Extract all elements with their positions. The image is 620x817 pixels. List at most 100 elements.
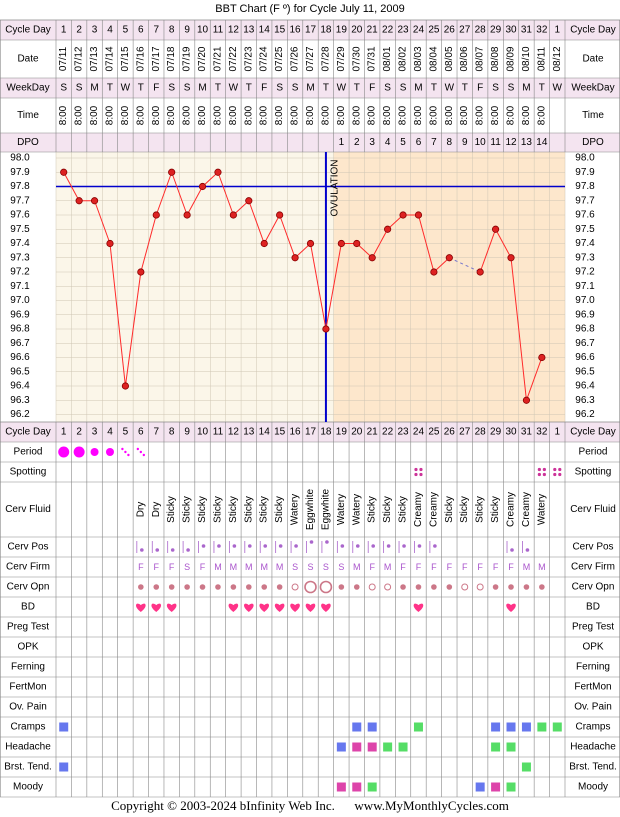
y-tick-left: 96.2 — [10, 409, 30, 420]
row-label: Time — [17, 110, 39, 121]
cerv-firm-value: F — [493, 562, 499, 572]
row-cell: Sticky — [398, 496, 409, 523]
row-cell: 25 — [428, 25, 440, 36]
y-tick-left: 97.1 — [10, 281, 30, 292]
moody-marker — [506, 782, 516, 792]
y-tick-left: 97.7 — [10, 195, 30, 206]
y-tick-left: 97.0 — [10, 295, 30, 306]
cerv-opn-ring — [384, 583, 392, 591]
site-link[interactable]: www.MyMonthlyCycles.com — [354, 798, 509, 813]
cerv-opn-dot — [138, 584, 144, 590]
row-cell: 08/01 — [382, 46, 393, 71]
headache-marker — [383, 742, 393, 752]
y-tick-left: 97.6 — [10, 210, 30, 221]
cerv-opn-dot — [400, 584, 406, 590]
row-cell: 8:00 — [89, 105, 100, 125]
row-cell: T — [138, 83, 144, 94]
row-cell: 13 — [243, 427, 255, 438]
cerv-firm-value: F — [138, 562, 144, 572]
row-cell: Creamy — [506, 492, 517, 527]
row-cell: 8:00 — [475, 105, 486, 125]
y-tick-left: 96.4 — [10, 381, 30, 392]
row-cell: 08/09 — [506, 46, 517, 71]
spotting-dot — [537, 472, 541, 477]
y-tick-left: 97.8 — [10, 181, 30, 192]
post-ovulation-bg — [333, 152, 565, 422]
row-cell: 8 — [169, 25, 175, 36]
cerv-opn-bigring — [319, 580, 333, 594]
temp-line-segment — [525, 357, 543, 401]
row-cell: W — [337, 83, 347, 94]
row-cell: Creamy — [413, 492, 424, 527]
row-cell: 8:00 — [459, 105, 470, 125]
row-label: WeekDay — [6, 83, 49, 94]
temp-point — [90, 197, 99, 205]
cerv-pos-dot — [309, 540, 314, 544]
row-label: Cerv Firm — [571, 562, 615, 573]
cerv-opn-dot — [523, 584, 530, 590]
row-cell: 8:00 — [166, 105, 177, 125]
temp-point — [538, 353, 546, 362]
temp-line-segment — [171, 172, 188, 216]
row-label: Headache — [5, 742, 51, 753]
row-cell: 19 — [336, 25, 348, 36]
row-cell: Sticky — [382, 496, 393, 523]
row-label: BD — [586, 602, 600, 613]
row-cell: 08/10 — [521, 46, 532, 71]
row-cell: Sticky — [459, 496, 470, 523]
spotting-dot — [414, 472, 418, 477]
headache-marker — [352, 742, 362, 752]
row-cell: 32 — [536, 427, 548, 438]
moody-marker — [352, 782, 362, 792]
row-cell: M — [414, 83, 422, 94]
row-cell: S — [76, 83, 83, 94]
cerv-firm-value: F — [431, 562, 437, 572]
period-mark-light — [124, 450, 127, 454]
temp-point — [337, 239, 345, 248]
bbt-chart: BBT Chart (F º) for Cycle July 11, 2009 9… — [0, 3, 620, 798]
cerv-pos-dot — [525, 548, 530, 552]
bd-heart — [166, 603, 177, 612]
row-cell: 6 — [416, 137, 422, 148]
cerv-firm-value: F — [169, 562, 175, 572]
cerv-firm-value: F — [400, 562, 406, 572]
row-cell: 21 — [367, 25, 379, 36]
row-cell: Sticky — [259, 496, 270, 523]
row-label: Cycle Day — [570, 427, 616, 438]
cerv-firm-value: F — [200, 562, 206, 572]
row-cell: 21 — [367, 427, 379, 438]
cerv-pos-dot — [263, 544, 268, 548]
row-cell: 17 — [305, 427, 317, 438]
row-label: Headache — [570, 742, 616, 753]
cerv-opn-dot — [431, 584, 437, 590]
period-mark-large — [58, 446, 70, 458]
row-cell: 7 — [153, 25, 159, 36]
temp-line-segment — [279, 214, 296, 258]
row-cell: 08/06 — [459, 46, 470, 71]
temp-point — [414, 211, 423, 219]
y-tick-right: 97.0 — [575, 295, 595, 306]
row-cell: Sticky — [444, 496, 455, 523]
row-cell: W — [229, 83, 239, 94]
row-cell: 07/31 — [367, 46, 378, 71]
cerv-pos-dot — [402, 544, 406, 548]
cerv-firm-value: S — [292, 562, 298, 572]
row-cell: Watery — [336, 494, 347, 525]
row-cell: 10 — [197, 25, 209, 36]
row-cell: Sticky — [212, 496, 223, 523]
spotting-dot — [414, 467, 418, 472]
row-cell: Sticky — [166, 496, 177, 523]
cerv-opn-dot — [199, 584, 206, 590]
row-cell: 16 — [290, 427, 302, 438]
row-cell: 08/12 — [552, 46, 563, 71]
cerv-pos-dot — [155, 548, 160, 552]
row-cell: T — [539, 83, 545, 94]
cerv-opn-dot — [415, 584, 422, 590]
row-cell: 6 — [138, 427, 144, 438]
cerv-opn-dot — [230, 584, 237, 590]
row-cell: 7 — [431, 137, 437, 148]
y-tick-right: 97.9 — [575, 167, 595, 178]
row-cell: 07/21 — [212, 46, 223, 71]
row-label: FertMon — [9, 682, 46, 693]
row-cell: 23 — [397, 427, 409, 438]
